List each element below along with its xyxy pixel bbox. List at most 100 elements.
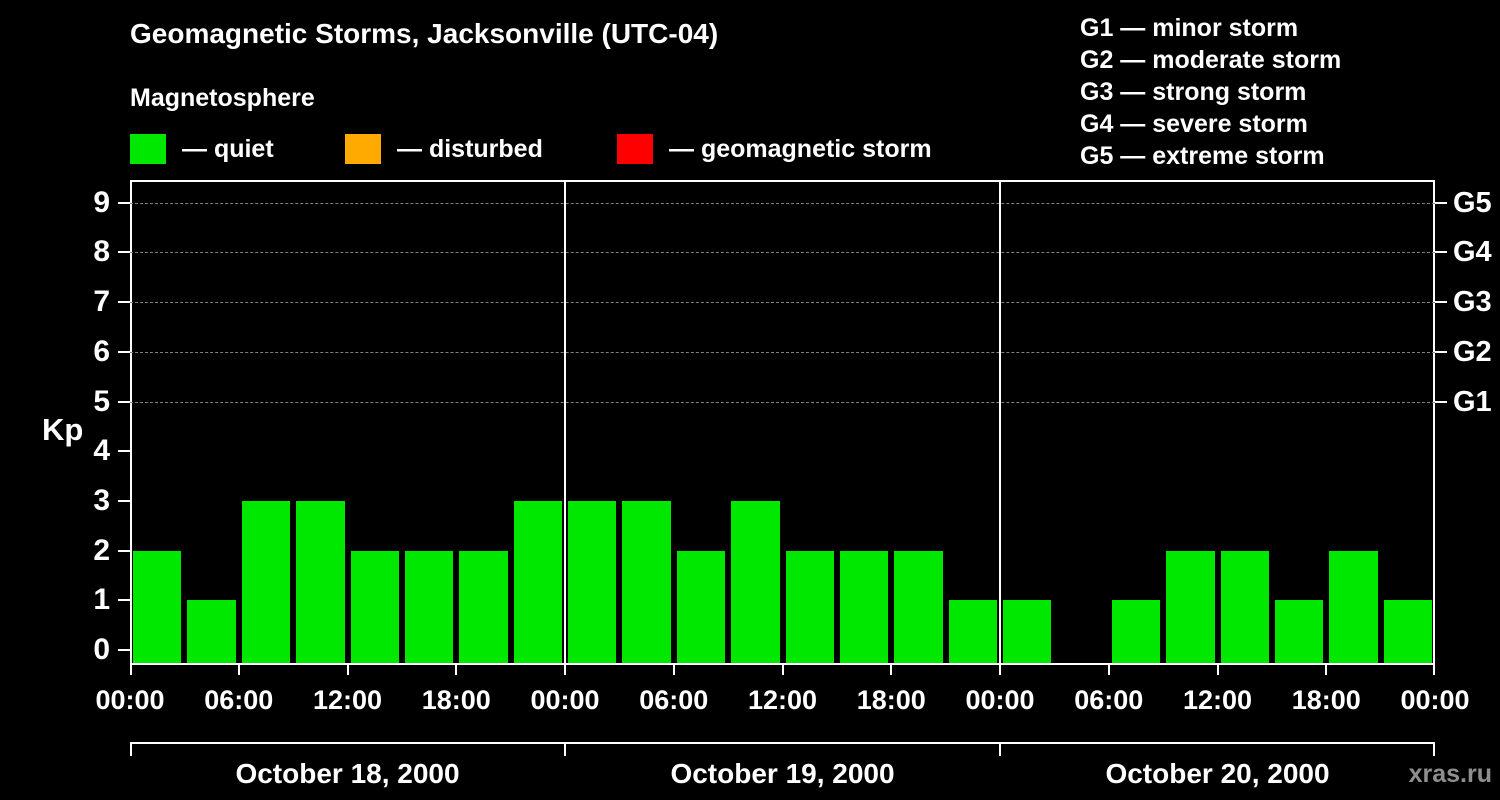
g-scale-label: G4 [1453, 236, 1492, 269]
kp-bar [350, 550, 399, 663]
kp-bar [241, 500, 291, 663]
kp-bar [187, 600, 236, 663]
x-tick-label: 12:00 [312, 685, 383, 715]
y-tick-label: 7 [93, 285, 110, 319]
x-tick-label: 06:00 [204, 685, 274, 715]
x-tick [346, 665, 349, 675]
kp-bar [1220, 550, 1269, 663]
right-tick [1435, 201, 1447, 204]
day-boundary-line [564, 180, 566, 665]
x-tick [1325, 665, 1328, 675]
x-tick [237, 665, 240, 675]
y-tick-label: 3 [93, 483, 110, 517]
y-tick [118, 599, 130, 602]
quiet-color-swatch [130, 134, 166, 164]
y-tick-label: 0 [93, 633, 110, 666]
kp-bar [404, 550, 454, 663]
gridline-g9 [130, 202, 1435, 204]
kp-bar [785, 550, 834, 663]
g-scale-label: G5 [1453, 186, 1492, 219]
y-tick [118, 251, 130, 254]
g-scale-label: G2 [1453, 335, 1492, 368]
kp-bar [731, 500, 780, 663]
kp-bar [1329, 550, 1378, 663]
x-tick-label: 18:00 [856, 685, 926, 715]
x-tick-label: 00:00 [530, 685, 600, 715]
x-tick [890, 665, 893, 675]
g-scale-label: G1 [1453, 385, 1492, 418]
gridline-g8 [130, 252, 1435, 254]
kp-bar [568, 500, 617, 663]
date-axis-tick [130, 742, 132, 756]
x-tick [672, 665, 675, 675]
x-tick [1216, 665, 1219, 675]
date-axis-line [130, 742, 1435, 744]
y-tick [118, 450, 130, 453]
x-tick [1433, 665, 1435, 675]
storm-scale-item: G2 — moderate storm [1080, 46, 1342, 74]
legend-item-label: — quiet [182, 134, 274, 163]
storm-scale-legend: G1 — minor storm G2 — moderate storm G3 — … [1080, 12, 1341, 172]
date-axis-tick [564, 742, 566, 756]
y-tick [118, 400, 130, 403]
disturbed-color-swatch [345, 134, 381, 164]
storm-scale-item: G4 — severe storm [1080, 110, 1308, 138]
x-tick [564, 665, 566, 675]
kp-bar [1003, 600, 1052, 663]
x-tick-label: 06:00 [1074, 685, 1144, 715]
legend-item-quiet: — quiet [130, 132, 274, 166]
legend-item-label: — geomagnetic storm [669, 134, 932, 163]
y-tick [118, 499, 130, 502]
right-tick [1435, 350, 1447, 353]
gridline-g7 [130, 302, 1435, 304]
chart-title: Geomagnetic Storms, Jacksonville (UTC-04… [130, 18, 719, 49]
storm-scale-item: G1 — minor storm [1080, 14, 1299, 42]
right-tick [1435, 400, 1447, 403]
kp-bar [133, 550, 182, 663]
x-tick [781, 665, 784, 675]
kp-bar [1383, 600, 1432, 663]
y-tick-label: 6 [93, 334, 110, 368]
kp-bar [1166, 550, 1215, 663]
kp-bar [513, 500, 562, 663]
x-tick [1107, 665, 1110, 675]
date-label: October 18, 2000 [235, 758, 460, 789]
y-tick-label: 1 [93, 583, 110, 617]
y-tick-label: 5 [93, 384, 110, 418]
x-tick-label: 12:00 [1182, 685, 1253, 715]
x-tick [455, 665, 458, 675]
gridline-g6 [130, 351, 1435, 353]
watermark: xras.ru [1408, 760, 1492, 788]
right-tick [1435, 301, 1447, 304]
storm-scale-item: G5 — extreme storm [1080, 142, 1325, 170]
legend-item-disturbed: — disturbed [345, 132, 543, 166]
gridline-g5 [130, 401, 1435, 403]
date-label: October 20, 2000 [1105, 758, 1330, 789]
kp-bar [839, 550, 889, 663]
x-tick-label: 12:00 [747, 685, 818, 715]
legend-item-storm: — geomagnetic storm [617, 132, 932, 166]
g-scale-label: G3 [1453, 286, 1492, 319]
x-tick-label: 00:00 [1400, 685, 1470, 715]
x-tick-label: 18:00 [1291, 685, 1361, 715]
y-tick-label: 8 [93, 235, 110, 269]
date-label: October 19, 2000 [670, 758, 895, 789]
x-tick-label: 00:00 [95, 685, 165, 715]
kp-bar [894, 550, 943, 663]
kp-bar [296, 500, 345, 663]
y-axis-label: Kp [42, 412, 84, 447]
right-tick [1435, 251, 1447, 254]
legend-item-label: — disturbed [397, 134, 543, 163]
plot-area: 0 1 2 3 4 5 6 7 8 9 G5 G4 G3 G2 G1 00:00 06:00 12:00 18:00… [93, 180, 1492, 789]
kp-bar [948, 600, 997, 663]
y-tick-label: 4 [93, 434, 110, 468]
storm-color-swatch [617, 134, 653, 164]
y-tick [118, 301, 130, 304]
y-tick [118, 549, 130, 552]
kp-bar [459, 550, 508, 663]
kp-bar [1111, 600, 1161, 663]
x-tick-label: 00:00 [965, 685, 1035, 715]
date-axis-tick [1433, 742, 1435, 756]
kp-bar [676, 550, 726, 663]
